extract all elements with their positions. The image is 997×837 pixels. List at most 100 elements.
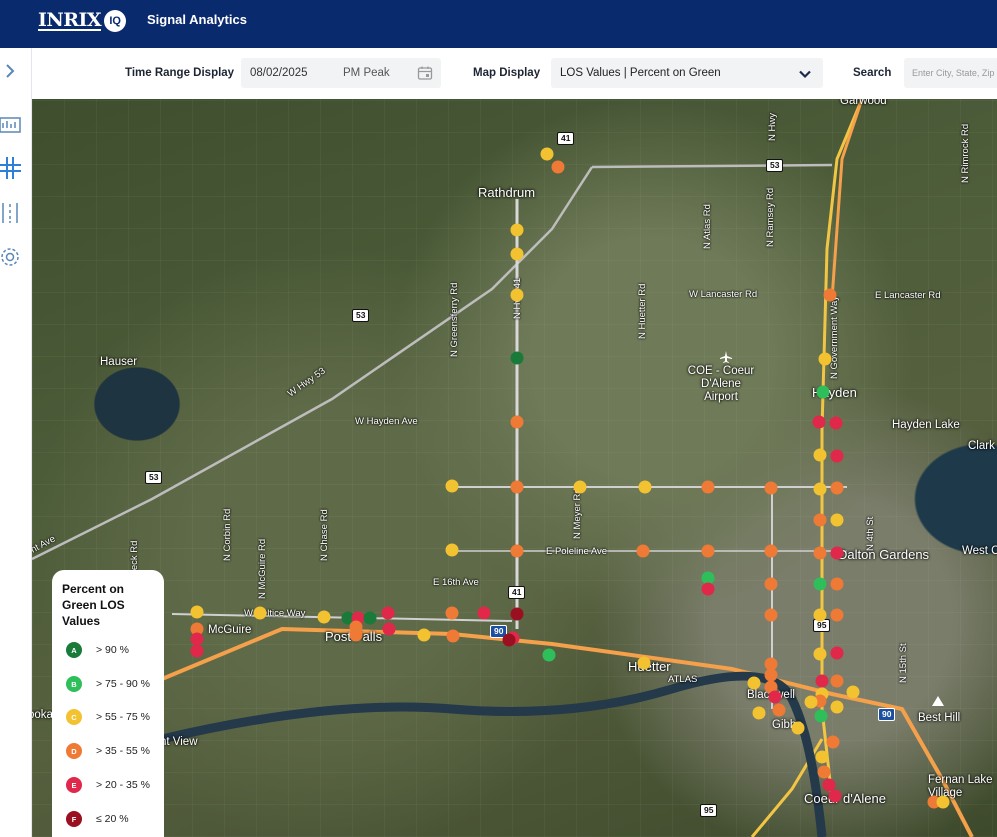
legend-label: > 35 - 55 % — [96, 745, 150, 757]
intersection-marker-d[interactable] — [772, 703, 786, 717]
intersection-marker-d[interactable] — [349, 628, 363, 642]
calendar-icon[interactable] — [417, 65, 433, 81]
street-label: N 4th St — [865, 516, 876, 551]
intersection-marker-b[interactable] — [813, 577, 827, 591]
intersection-marker-c[interactable] — [830, 513, 844, 527]
intersection-marker-d[interactable] — [764, 544, 778, 558]
intersection-marker-c[interactable] — [818, 352, 832, 366]
intersection-marker-c[interactable] — [445, 479, 459, 493]
intersection-marker-d[interactable] — [813, 546, 827, 560]
search-input[interactable]: Enter City, State, Zip Code — [904, 58, 997, 88]
intersection-marker-c[interactable] — [791, 721, 805, 735]
intersection-marker-d[interactable] — [510, 544, 524, 558]
intersection-marker-c[interactable] — [510, 247, 524, 261]
map-display-value[interactable]: LOS Values | Percent on Green — [560, 67, 721, 79]
intersection-marker-e[interactable] — [190, 632, 204, 646]
legend-badge: C — [66, 709, 82, 725]
intersection-marker-f[interactable] — [502, 633, 516, 647]
intersection-marker-d[interactable] — [830, 481, 844, 495]
date-value[interactable]: 08/02/2025 — [250, 67, 308, 79]
intersection-marker-e[interactable] — [815, 674, 829, 688]
intersection-marker-b[interactable] — [542, 648, 556, 662]
intersection-marker-c[interactable] — [936, 795, 950, 809]
intersection-marker-e[interactable] — [812, 415, 826, 429]
intersection-marker-d[interactable] — [190, 622, 204, 636]
intersection-marker-b[interactable] — [701, 571, 715, 585]
intersection-marker-d[interactable] — [764, 577, 778, 591]
corridor-icon[interactable] — [0, 202, 21, 224]
intersection-marker-c[interactable] — [573, 480, 587, 494]
period-value[interactable]: PM Peak — [343, 67, 390, 79]
intersection-marker-c[interactable] — [813, 608, 827, 622]
intersection-marker-c[interactable] — [510, 223, 524, 237]
intersection-marker-d[interactable] — [826, 735, 840, 749]
chevron-down-icon[interactable] — [798, 67, 812, 81]
intersection-marker-c[interactable] — [813, 647, 827, 661]
intersection-marker-d[interactable] — [813, 513, 827, 527]
map-canvas[interactable]: Rathdrum Hauser Hayden Hayden Lake Dalto… — [32, 99, 997, 837]
intersection-marker-d[interactable] — [636, 544, 650, 558]
intersection-marker-d[interactable] — [701, 544, 715, 558]
intersection-marker-d[interactable] — [764, 608, 778, 622]
intersection-marker-c[interactable] — [846, 685, 860, 699]
intersection-marker-e[interactable] — [830, 449, 844, 463]
intersection-marker-d[interactable] — [764, 680, 778, 694]
intersection-marker-d[interactable] — [510, 415, 524, 429]
intersection-marker-c[interactable] — [752, 706, 766, 720]
intersection-marker-c[interactable] — [190, 605, 204, 619]
intersection-icon[interactable] — [0, 157, 21, 179]
settings-gear-icon[interactable] — [0, 246, 21, 268]
intersection-marker-e[interactable] — [701, 582, 715, 596]
intersection-marker-d[interactable] — [830, 674, 844, 688]
intersection-marker-f[interactable] — [510, 607, 524, 621]
intersection-marker-c[interactable] — [445, 543, 459, 557]
logo-text: INRIX — [38, 9, 102, 31]
intersection-marker-e[interactable] — [477, 606, 491, 620]
intersection-marker-a[interactable] — [363, 611, 377, 625]
map-display-select[interactable] — [551, 58, 823, 88]
intersection-marker-d[interactable] — [764, 481, 778, 495]
intersection-marker-c[interactable] — [253, 606, 267, 620]
intersection-marker-e[interactable] — [829, 416, 843, 430]
intersection-marker-c[interactable] — [815, 750, 829, 764]
inrix-iq-logo[interactable]: INRIX IQ — [38, 9, 127, 32]
intersection-marker-d[interactable] — [446, 629, 460, 643]
place-label: nt View — [160, 736, 198, 748]
intersection-marker-e[interactable] — [768, 690, 782, 704]
intersection-marker-d[interactable] — [445, 606, 459, 620]
intersection-marker-c[interactable] — [317, 610, 331, 624]
intersection-marker-d[interactable] — [701, 480, 715, 494]
intersection-marker-e[interactable] — [190, 644, 204, 658]
intersection-marker-e[interactable] — [828, 789, 842, 803]
intersection-marker-c[interactable] — [813, 448, 827, 462]
intersection-marker-d[interactable] — [764, 657, 778, 671]
time-range-picker[interactable] — [241, 58, 441, 88]
intersection-marker-b[interactable] — [814, 709, 828, 723]
intersection-marker-d[interactable] — [510, 480, 524, 494]
intersection-marker-d[interactable] — [551, 160, 565, 174]
place-label: Clark — [968, 440, 995, 452]
intersection-marker-c[interactable] — [747, 676, 761, 690]
intersection-marker-c[interactable] — [830, 700, 844, 714]
intersection-marker-c[interactable] — [638, 480, 652, 494]
intersection-marker-d[interactable] — [817, 765, 831, 779]
dashboard-icon[interactable] — [0, 114, 21, 136]
intersection-marker-c[interactable] — [510, 288, 524, 302]
intersection-marker-c[interactable] — [417, 628, 431, 642]
intersection-marker-e[interactable] — [830, 546, 844, 560]
intersection-marker-b[interactable] — [816, 385, 830, 399]
intersection-marker-e[interactable] — [830, 646, 844, 660]
intersection-marker-e[interactable] — [822, 778, 836, 792]
intersection-marker-c[interactable] — [813, 482, 827, 496]
collapse-chevron-icon[interactable] — [0, 60, 22, 82]
intersection-marker-d[interactable] — [764, 668, 778, 682]
intersection-marker-d[interactable] — [830, 608, 844, 622]
intersection-marker-c[interactable] — [540, 147, 554, 161]
intersection-marker-c[interactable] — [637, 656, 651, 670]
intersection-marker-a[interactable] — [510, 351, 524, 365]
intersection-marker-c[interactable] — [804, 695, 818, 709]
intersection-marker-d[interactable] — [830, 577, 844, 591]
intersection-marker-e[interactable] — [382, 622, 396, 636]
intersection-marker-d[interactable] — [823, 288, 837, 302]
intersection-marker-e[interactable] — [381, 606, 395, 620]
